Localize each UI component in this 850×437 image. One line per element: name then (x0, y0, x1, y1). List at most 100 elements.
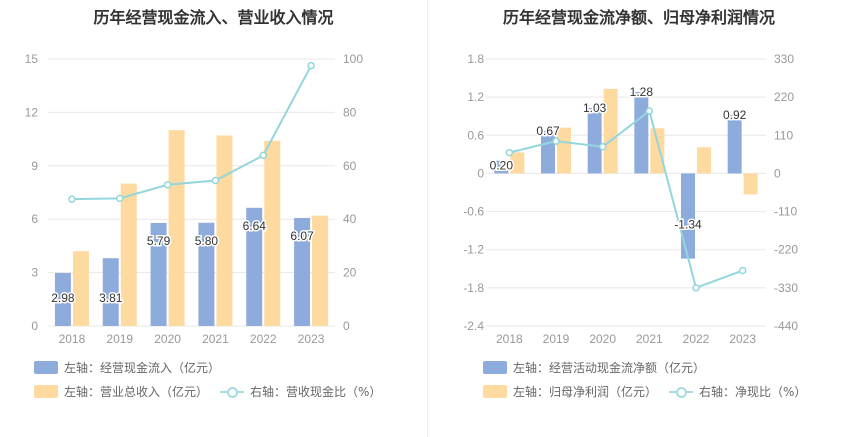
y-left-tick-label: -1.2 (463, 243, 484, 257)
data-label: 3.81 (99, 291, 123, 305)
legend-label: 左轴：归母净利润（亿元） (513, 385, 658, 399)
y-right-tick-label: -110 (774, 205, 797, 219)
legend-item-net-operating-cash[interactable]: 左轴：经营活动现金流净额（亿元） (483, 359, 705, 376)
bar (510, 152, 525, 174)
cash-inflow-chart: 0 3 6 9 12 15 0 20 40 60 80 100 2018 2019 2020 2021 2022… (25, 52, 364, 346)
bar (216, 135, 233, 326)
y-left-tick-label: 9 (31, 159, 38, 173)
bar (168, 130, 185, 326)
x-tick-label: 2021 (202, 332, 229, 346)
x-tick-label: 2023 (298, 332, 325, 346)
legend-label: 左轴：经营现金流入（亿元） (64, 361, 221, 375)
bar (72, 251, 89, 326)
y-left-tick-label: 1.2 (467, 90, 484, 104)
legend-item-cash-inflow[interactable]: 左轴：经营现金流入（亿元） (34, 359, 220, 376)
legend-swatch-orange (34, 385, 58, 398)
line-point (307, 61, 315, 70)
y-left-tick-label: 0 (477, 166, 484, 180)
x-tick-label: 2022 (683, 332, 710, 346)
line-point (211, 176, 220, 185)
legend-swatch-blue (483, 361, 507, 374)
y-right-tick-label: 20 (343, 266, 357, 280)
chart-panel-cash-inflow: 历年经营现金流入、营业收入情况 0 3 6 9 12 15 0 20 40 60 80 100 2018… (25, 8, 382, 400)
legend-item-net-cash-ratio[interactable]: 右轴：净现比（%） (669, 383, 806, 400)
net-cash-chart: -2.4 -1.8 -1.2 -0.6 0 0.6 1.2 1.8 -440 -330 -220 -1… (463, 52, 798, 346)
series-line (71, 65, 312, 201)
y-left-tick-label: -1.8 (463, 281, 484, 295)
data-label: -1.34 (674, 218, 702, 232)
y-right-tick-label: 40 (343, 212, 357, 226)
chart-title: 历年经营现金流净额、归母净利润情况 (502, 8, 775, 27)
data-label: 1.28 (630, 85, 654, 99)
legend-label: 左轴：营业总收入（亿元） (64, 385, 209, 399)
x-tick-label: 2020 (589, 332, 616, 346)
x-tick-label: 2023 (729, 332, 756, 346)
y-left-tick-label: -2.4 (463, 319, 484, 333)
y-left-tick-label: 6 (31, 212, 38, 226)
data-label: 5.80 (195, 234, 219, 248)
x-tick-label: 2018 (496, 332, 523, 346)
series-line (509, 109, 744, 290)
legend-item-revenue[interactable]: 左轴：营业总收入（亿元） (34, 383, 208, 400)
bar (246, 207, 263, 326)
y-right-tick-label: 220 (774, 90, 794, 104)
bar (54, 272, 71, 326)
y-right-tick-label: 0 (343, 319, 350, 333)
y-right-tick-label: -330 (774, 281, 798, 295)
legend-item-cash-ratio[interactable]: 右轴：营收现金比（%） (220, 383, 381, 400)
bar (294, 217, 311, 326)
data-label: 2.98 (51, 291, 75, 305)
legend-swatch-blue (34, 361, 58, 374)
y-left-tick-label: 0 (31, 319, 38, 333)
y-right-tick-label: 60 (343, 159, 357, 173)
x-tick-label: 2020 (154, 332, 181, 346)
bar (587, 107, 602, 174)
legend-label: 左轴：经营活动现金流净额（亿元） (513, 361, 706, 375)
y-left-tick-label: 15 (25, 52, 39, 66)
legend-item-net-profit[interactable]: 左轴：归母净利润（亿元） (483, 383, 657, 400)
line-point (552, 137, 560, 145)
legend-line-circle-icon (220, 385, 244, 398)
x-tick-label: 2019 (543, 332, 570, 346)
y-left-tick-label: 0.6 (467, 128, 484, 142)
panel-divider (427, 0, 428, 437)
line-point (692, 284, 700, 292)
y-left-tick-label: 3 (31, 266, 38, 280)
data-label: 6.07 (290, 229, 314, 243)
y-right-tick-label: 110 (774, 128, 793, 142)
x-tick-label: 2018 (59, 332, 86, 346)
y-left-tick-label: 1.8 (467, 52, 484, 66)
line-point (598, 142, 607, 151)
bar (697, 147, 711, 174)
line-point (259, 151, 267, 160)
bar (557, 127, 571, 174)
data-label: 1.03 (583, 101, 607, 115)
line-point (738, 266, 747, 275)
y-right-tick-label: 0 (774, 166, 781, 180)
data-label: 0.20 (490, 158, 514, 172)
bar (312, 215, 329, 326)
line-point (116, 194, 124, 203)
data-label: 0.92 (723, 108, 747, 122)
line-point (68, 195, 76, 203)
bar (102, 258, 119, 326)
line-point (645, 107, 654, 115)
bar (634, 92, 649, 174)
line-point (163, 181, 172, 189)
legend-line-circle-icon (669, 385, 693, 398)
x-tick-label: 2021 (636, 332, 663, 346)
y-left-tick-label: 12 (25, 105, 39, 119)
x-tick-label: 2022 (250, 332, 277, 346)
y-right-tick-label: -220 (774, 243, 798, 257)
line-point (505, 148, 514, 157)
x-tick-label: 2019 (106, 332, 133, 346)
bar (494, 160, 509, 174)
y-right-tick-label: 100 (343, 52, 363, 66)
bar (650, 128, 665, 174)
bar (264, 140, 281, 326)
y-right-tick-label: -440 (774, 319, 798, 333)
bar (727, 114, 742, 174)
data-label: 5.79 (147, 234, 171, 248)
legend-label: 右轴：净现比（%） (699, 385, 807, 399)
